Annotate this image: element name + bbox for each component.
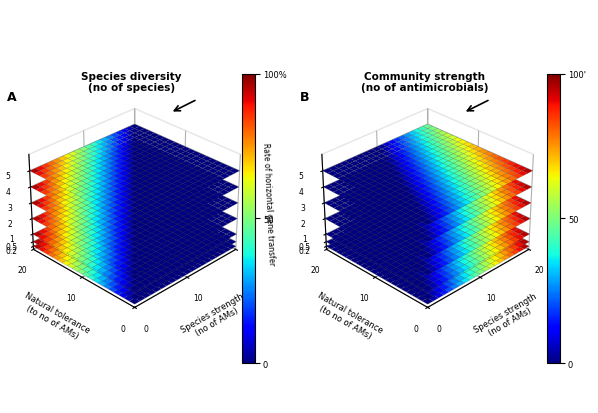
Title: Species diversity
(no of species): Species diversity (no of species) — [81, 71, 182, 93]
X-axis label: Species strength
(no of AMs): Species strength (no of AMs) — [472, 291, 543, 343]
Text: A: A — [7, 91, 16, 104]
Y-axis label: Natural tolerance
(to no of AMs): Natural tolerance (to no of AMs) — [18, 290, 91, 344]
Text: B: B — [300, 91, 309, 104]
X-axis label: Species strength
(no of AMs): Species strength (no of AMs) — [179, 291, 250, 343]
Y-axis label: Natural tolerance
(to no of AMs): Natural tolerance (to no of AMs) — [311, 290, 385, 344]
Title: Community strength
(no of antimicrobials): Community strength (no of antimicrobials… — [361, 71, 489, 93]
